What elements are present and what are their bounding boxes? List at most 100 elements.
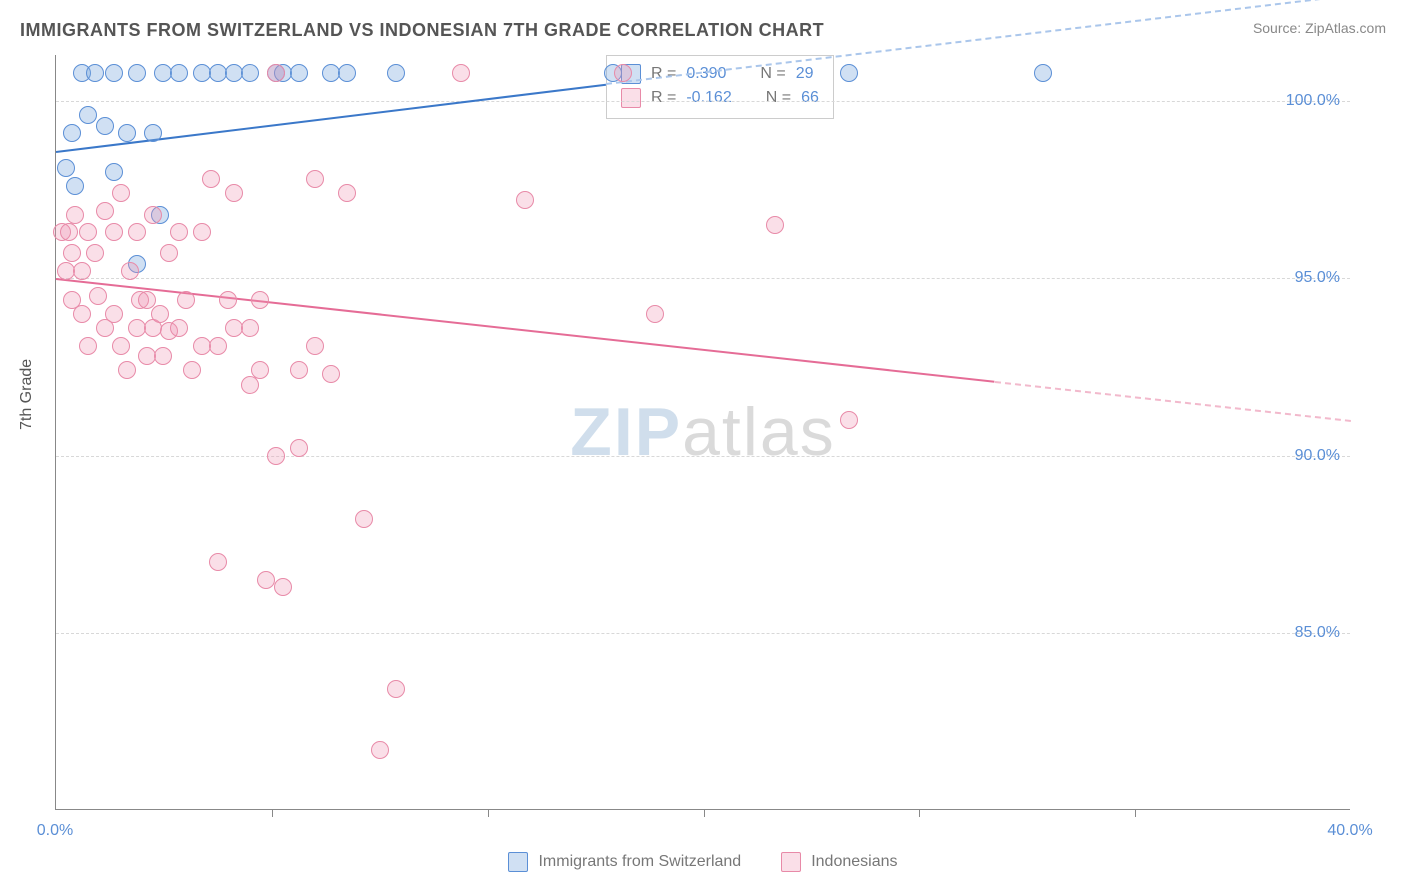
trend-line — [56, 83, 607, 152]
y-axis-label: 7th Grade — [18, 359, 36, 430]
data-point — [79, 106, 97, 124]
watermark: ZIPatlas — [570, 393, 835, 471]
data-point — [63, 124, 81, 142]
y-tick-label: 95.0% — [1295, 269, 1340, 287]
y-tick-label: 85.0% — [1295, 624, 1340, 642]
data-point — [338, 184, 356, 202]
legend-box: R = 0.390N = 29R = -0.162N = 66 — [606, 55, 834, 119]
data-point — [96, 117, 114, 135]
legend-n-value: 29 — [796, 62, 814, 86]
data-point — [387, 64, 405, 82]
x-tick — [488, 809, 489, 817]
data-point — [79, 337, 97, 355]
data-point — [105, 223, 123, 241]
data-point — [193, 223, 211, 241]
x-tick — [1135, 809, 1136, 817]
data-point — [251, 361, 269, 379]
data-point — [144, 124, 162, 142]
data-point — [144, 206, 162, 224]
watermark-zip: ZIP — [570, 394, 682, 470]
data-point — [646, 305, 664, 323]
legend-swatch — [781, 852, 801, 872]
data-point — [128, 223, 146, 241]
data-point — [251, 291, 269, 309]
bottom-legend: Immigrants from Switzerland Indonesians — [0, 852, 1406, 872]
data-point — [1034, 64, 1052, 82]
x-tick-label: 0.0% — [37, 822, 73, 840]
data-point — [766, 216, 784, 234]
data-point — [73, 305, 91, 323]
data-point — [177, 291, 195, 309]
data-point — [209, 337, 227, 355]
data-point — [89, 287, 107, 305]
legend-series-label: Immigrants from Switzerland — [538, 853, 741, 871]
source-name: ZipAtlas.com — [1305, 20, 1386, 36]
data-point — [112, 184, 130, 202]
data-point — [290, 361, 308, 379]
data-point — [73, 262, 91, 280]
data-point — [57, 159, 75, 177]
data-point — [121, 262, 139, 280]
data-point — [105, 305, 123, 323]
data-point — [338, 64, 356, 82]
data-point — [183, 361, 201, 379]
legend-n-value: 66 — [801, 86, 819, 110]
data-point — [128, 64, 146, 82]
x-tick — [272, 809, 273, 817]
data-point — [516, 191, 534, 209]
data-point — [614, 64, 632, 82]
data-point — [170, 64, 188, 82]
data-point — [306, 337, 324, 355]
gridline — [56, 633, 1350, 634]
data-point — [267, 447, 285, 465]
data-point — [840, 64, 858, 82]
data-point — [267, 64, 285, 82]
gridline — [56, 278, 1350, 279]
data-point — [170, 319, 188, 337]
data-point — [290, 64, 308, 82]
data-point — [105, 163, 123, 181]
data-point — [96, 202, 114, 220]
data-point — [452, 64, 470, 82]
data-point — [112, 337, 130, 355]
legend-row: R = -0.162 N = 66 — [621, 86, 819, 110]
y-tick-label: 100.0% — [1286, 92, 1340, 110]
data-point — [290, 439, 308, 457]
data-point — [151, 305, 169, 323]
gridline — [56, 101, 1350, 102]
data-point — [86, 244, 104, 262]
legend-swatch — [621, 88, 641, 108]
chart-title: IMMIGRANTS FROM SWITZERLAND VS INDONESIA… — [20, 20, 824, 41]
data-point — [118, 361, 136, 379]
x-tick — [919, 809, 920, 817]
data-point — [241, 64, 259, 82]
x-tick — [704, 809, 705, 817]
data-point — [154, 347, 172, 365]
bottom-legend-item: Indonesians — [781, 852, 897, 872]
y-tick-label: 90.0% — [1295, 447, 1340, 465]
legend-n-label: N = — [766, 86, 791, 110]
data-point — [118, 124, 136, 142]
data-point — [66, 206, 84, 224]
data-point — [371, 741, 389, 759]
data-point — [79, 223, 97, 241]
data-point — [209, 553, 227, 571]
trend-line — [995, 381, 1351, 422]
data-point — [322, 365, 340, 383]
data-point — [63, 244, 81, 262]
source-attribution: Source: ZipAtlas.com — [1253, 20, 1386, 36]
data-point — [387, 680, 405, 698]
legend-r-label: R = — [651, 86, 676, 110]
data-point — [60, 223, 78, 241]
legend-r-value: -0.162 — [686, 86, 731, 110]
watermark-atlas: atlas — [682, 394, 836, 470]
data-point — [202, 170, 220, 188]
legend-swatch — [508, 852, 528, 872]
data-point — [306, 170, 324, 188]
data-point — [274, 578, 292, 596]
data-point — [160, 244, 178, 262]
source-label: Source: — [1253, 20, 1305, 36]
data-point — [105, 64, 123, 82]
data-point — [225, 184, 243, 202]
data-point — [66, 177, 84, 195]
